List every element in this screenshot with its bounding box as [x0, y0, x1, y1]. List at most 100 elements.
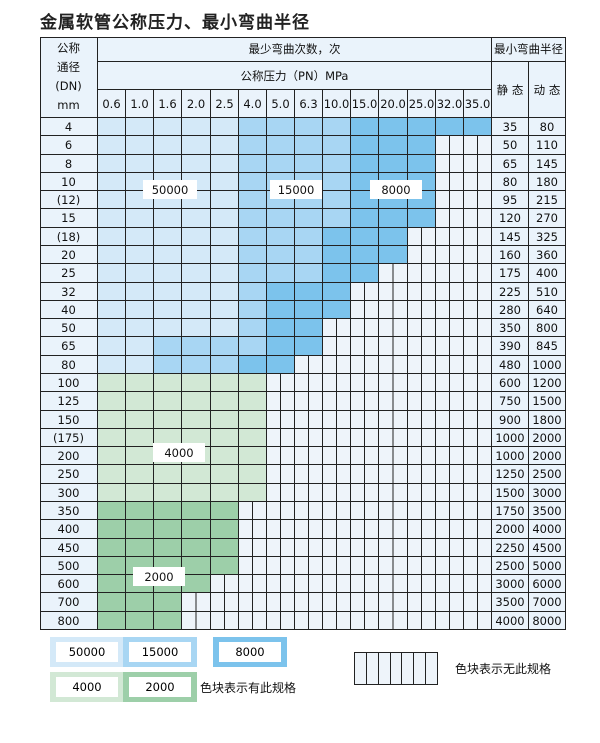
pressure-header: 公称压力（PN）MPa — [98, 62, 492, 90]
spec-cell-unavailable — [323, 593, 351, 612]
spec-cell-unavailable — [408, 429, 436, 447]
spec-cell-available — [126, 209, 154, 228]
static-radius-cell: 2500 — [492, 557, 529, 575]
spec-cell-available — [126, 520, 154, 539]
spec-cell-available — [211, 392, 239, 411]
spec-cell-available — [182, 337, 211, 356]
spec-cell-unavailable — [464, 429, 492, 447]
spec-cell-unavailable — [323, 520, 351, 539]
spec-cell-unavailable — [295, 520, 323, 539]
spec-cell-unavailable — [408, 557, 436, 575]
spec-cell-available — [211, 173, 239, 191]
spec-cell-available — [98, 356, 126, 374]
static-radius-cell: 95 — [492, 191, 529, 209]
spec-cell-unavailable — [464, 337, 492, 356]
spec-cell-unavailable — [464, 465, 492, 484]
dynamic-radius-cell: 5000 — [529, 557, 566, 575]
spec-cell-available — [126, 283, 154, 301]
spec-cell-available — [239, 429, 267, 447]
spec-cell-unavailable — [379, 411, 408, 429]
spec-cell-unavailable — [323, 319, 351, 337]
spec-cell-available — [267, 283, 295, 301]
spec-cell-available — [211, 411, 239, 429]
spec-cell-available — [182, 246, 211, 264]
spec-cell-unavailable — [464, 191, 492, 209]
spec-cell-unavailable — [267, 374, 295, 392]
spec-cell-unavailable — [408, 502, 436, 520]
spec-cell-available — [267, 337, 295, 356]
spec-cell-unavailable — [379, 447, 408, 465]
spec-cell-unavailable — [295, 575, 323, 593]
spec-cell-available — [182, 155, 211, 173]
spec-cell-available — [211, 502, 239, 520]
spec-cell-unavailable — [379, 392, 408, 411]
static-radius-cell: 160 — [492, 246, 529, 264]
spec-cell-available — [98, 337, 126, 356]
dynamic-radius-cell: 4000 — [529, 520, 566, 539]
spec-cell-unavailable — [464, 283, 492, 301]
spec-cell-unavailable — [408, 246, 436, 264]
spec-cell-unavailable — [379, 557, 408, 575]
spec-cell-available — [211, 429, 239, 447]
spec-cell-unavailable — [464, 411, 492, 429]
pressure-column-header: 20.0 — [379, 90, 408, 118]
spec-cell-available — [239, 191, 267, 209]
spec-cell-unavailable — [351, 465, 379, 484]
spec-cell-unavailable — [408, 228, 436, 246]
spec-cell-unavailable — [267, 520, 295, 539]
spec-cell-unavailable — [351, 612, 379, 630]
spec-cell-available — [126, 392, 154, 411]
static-radius-cell: 120 — [492, 209, 529, 228]
spec-cell-available — [154, 539, 182, 557]
spec-cell-unavailable — [323, 484, 351, 502]
legend-15000: 15000 — [123, 637, 197, 667]
spec-cell-available — [126, 356, 154, 374]
spec-cell-available — [211, 539, 239, 557]
spec-cell-unavailable — [464, 392, 492, 411]
spec-cell-available — [295, 155, 323, 173]
spec-cell-available — [211, 264, 239, 283]
dn-cell: 400 — [40, 520, 98, 539]
spec-cell-available — [351, 246, 379, 264]
spec-cell-unavailable — [351, 520, 379, 539]
spec-cell-unavailable — [408, 575, 436, 593]
spec-cell-unavailable — [379, 520, 408, 539]
spec-cell-available — [295, 228, 323, 246]
pressure-column-header: 5.0 — [267, 90, 295, 118]
spec-cell-unavailable — [295, 411, 323, 429]
spec-cell-unavailable — [323, 502, 351, 520]
static-radius-cell: 390 — [492, 337, 529, 356]
spec-cell-available — [126, 301, 154, 319]
dynamic-radius-cell: 2500 — [529, 465, 566, 484]
spec-cell-unavailable — [436, 465, 464, 484]
spec-cell-available — [211, 301, 239, 319]
spec-cell-unavailable — [379, 429, 408, 447]
spec-cell-unavailable — [408, 301, 436, 319]
spec-cell-available — [98, 539, 126, 557]
dynamic-radius-cell: 400 — [529, 264, 566, 283]
spec-cell-available — [211, 465, 239, 484]
spec-cell-unavailable — [239, 520, 267, 539]
spec-cell-available — [323, 246, 351, 264]
spec-cell-unavailable — [295, 484, 323, 502]
block-label-15000: 15000 — [270, 180, 322, 199]
spec-cell-unavailable — [379, 374, 408, 392]
spec-cell-available — [126, 228, 154, 246]
spec-cell-unavailable — [436, 502, 464, 520]
spec-cell-unavailable — [379, 264, 408, 283]
spec-cell-available — [98, 246, 126, 264]
spec-cell-unavailable — [239, 612, 267, 630]
static-radius-cell: 175 — [492, 264, 529, 283]
dynamic-radius-cell: 180 — [529, 173, 566, 191]
spec-cell-available — [323, 155, 351, 173]
spec-cell-unavailable — [351, 447, 379, 465]
spec-cell-available — [239, 465, 267, 484]
spec-cell-available — [239, 356, 267, 374]
spec-cell-available — [154, 136, 182, 155]
spec-cell-unavailable — [267, 612, 295, 630]
spec-cell-unavailable — [295, 356, 323, 374]
dynamic-radius-cell: 80 — [529, 118, 566, 136]
spec-cell-unavailable — [436, 246, 464, 264]
static-radius-cell: 145 — [492, 228, 529, 246]
spec-cell-unavailable — [436, 612, 464, 630]
